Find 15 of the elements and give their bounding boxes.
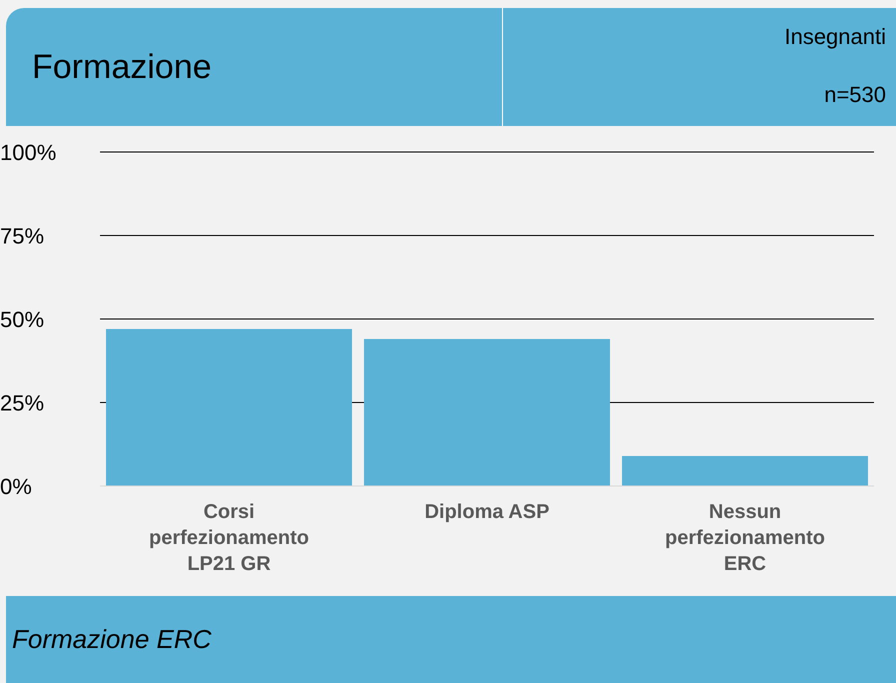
x-tick-label: Diploma ASP [424,501,550,523]
text: n=530 [824,82,886,108]
chart-title: Formazione [32,48,212,87]
bar [622,456,868,486]
y-tick-label: 50% [0,306,44,332]
x-tick-label: Nessun perfezionamento ERC [664,501,826,575]
y-tick-label: 25% [0,390,44,416]
y-tick-label: 75% [0,223,44,248]
chart-subtitle: Insegnanti [784,24,886,50]
bar [106,329,352,486]
y-tick-label: 0% [0,474,32,499]
y-tick-label: 100% [0,140,56,165]
bar [364,339,610,486]
text: Formazione ERC [12,624,212,655]
x-tick-label: Corsi perfezionamento LP21 GR [148,501,310,575]
